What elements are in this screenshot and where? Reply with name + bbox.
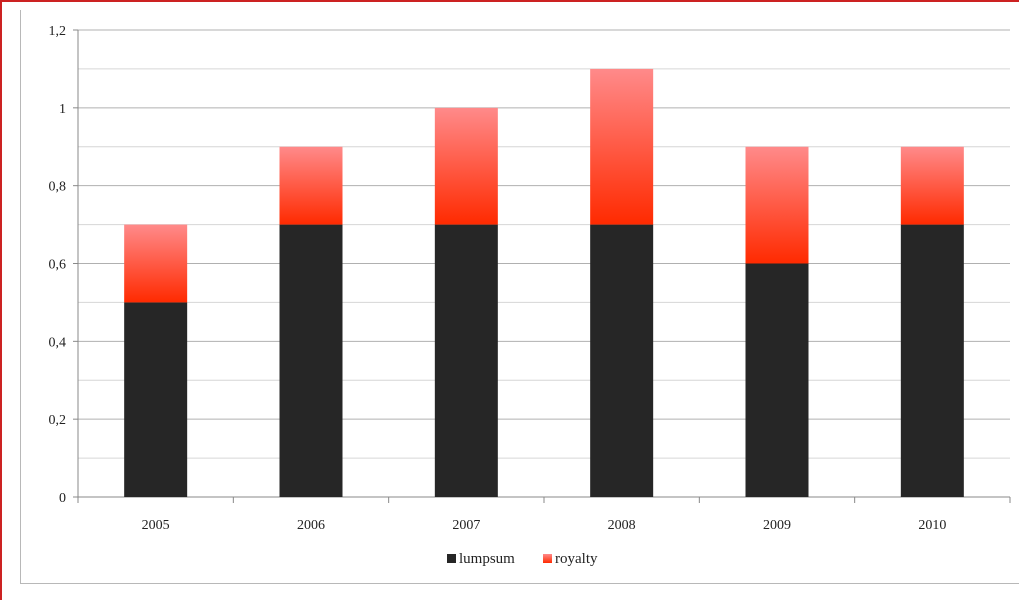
bar-royalty-2010 xyxy=(900,146,964,225)
y-tick-label: 0,2 xyxy=(49,413,67,428)
legend: lumpsum royalty xyxy=(447,551,598,567)
bar-lumpsum-2010 xyxy=(900,224,964,498)
bar-royalty-2008 xyxy=(590,68,654,225)
x-tick-label: 2010 xyxy=(918,518,946,533)
bar-lumpsum-2009 xyxy=(745,263,809,497)
y-tick-label: 1,2 xyxy=(49,24,67,39)
y-tick-label: 0,8 xyxy=(49,180,67,195)
x-tick-label: 2005 xyxy=(142,518,170,533)
bar-lumpsum-2007 xyxy=(434,224,498,498)
legend-swatch-royalty xyxy=(543,554,552,563)
y-tick-label: 0,4 xyxy=(49,335,67,350)
x-tick-label: 2008 xyxy=(608,518,636,533)
y-axis: 0 0,2 0,4 0,6 0,8 1 1,2 xyxy=(49,24,79,506)
x-tick-label: 2007 xyxy=(452,518,480,533)
x-tick-label: 2009 xyxy=(763,518,791,533)
y-tick-label: 0 xyxy=(59,491,66,506)
x-tick-label: 2006 xyxy=(297,518,325,533)
bar-lumpsum-2008 xyxy=(590,224,654,498)
chart-border xyxy=(20,10,1019,584)
bar-lumpsum-2005 xyxy=(124,302,188,497)
bar-royalty-2009 xyxy=(745,146,809,264)
bars xyxy=(124,68,964,498)
bar-royalty-2006 xyxy=(279,146,343,225)
gridlines xyxy=(78,29,1010,498)
x-axis: 2005 2006 2007 2008 2009 2010 xyxy=(77,496,1011,533)
legend-label-lumpsum: lumpsum xyxy=(459,551,515,567)
y-tick-label: 1 xyxy=(59,102,66,117)
bar-lumpsum-2006 xyxy=(279,224,343,498)
bar-royalty-2007 xyxy=(434,107,498,225)
legend-label-royalty: royalty xyxy=(555,551,598,567)
legend-swatch-lumpsum xyxy=(447,554,456,563)
bar-royalty-2005 xyxy=(124,224,188,303)
y-tick-label: 0,6 xyxy=(49,258,67,273)
